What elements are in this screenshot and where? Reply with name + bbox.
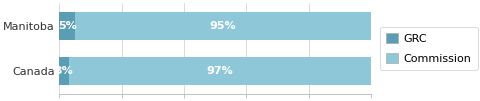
Text: 3%: 3% [55, 66, 73, 76]
Legend: GRC, Commission: GRC, Commission [379, 27, 477, 70]
Bar [59, 12, 75, 40]
Bar [69, 57, 370, 85]
Text: 97%: 97% [206, 66, 233, 76]
Text: 5%: 5% [58, 21, 76, 31]
Text: 95%: 95% [209, 21, 236, 31]
Bar [59, 57, 69, 85]
Bar [75, 12, 370, 40]
